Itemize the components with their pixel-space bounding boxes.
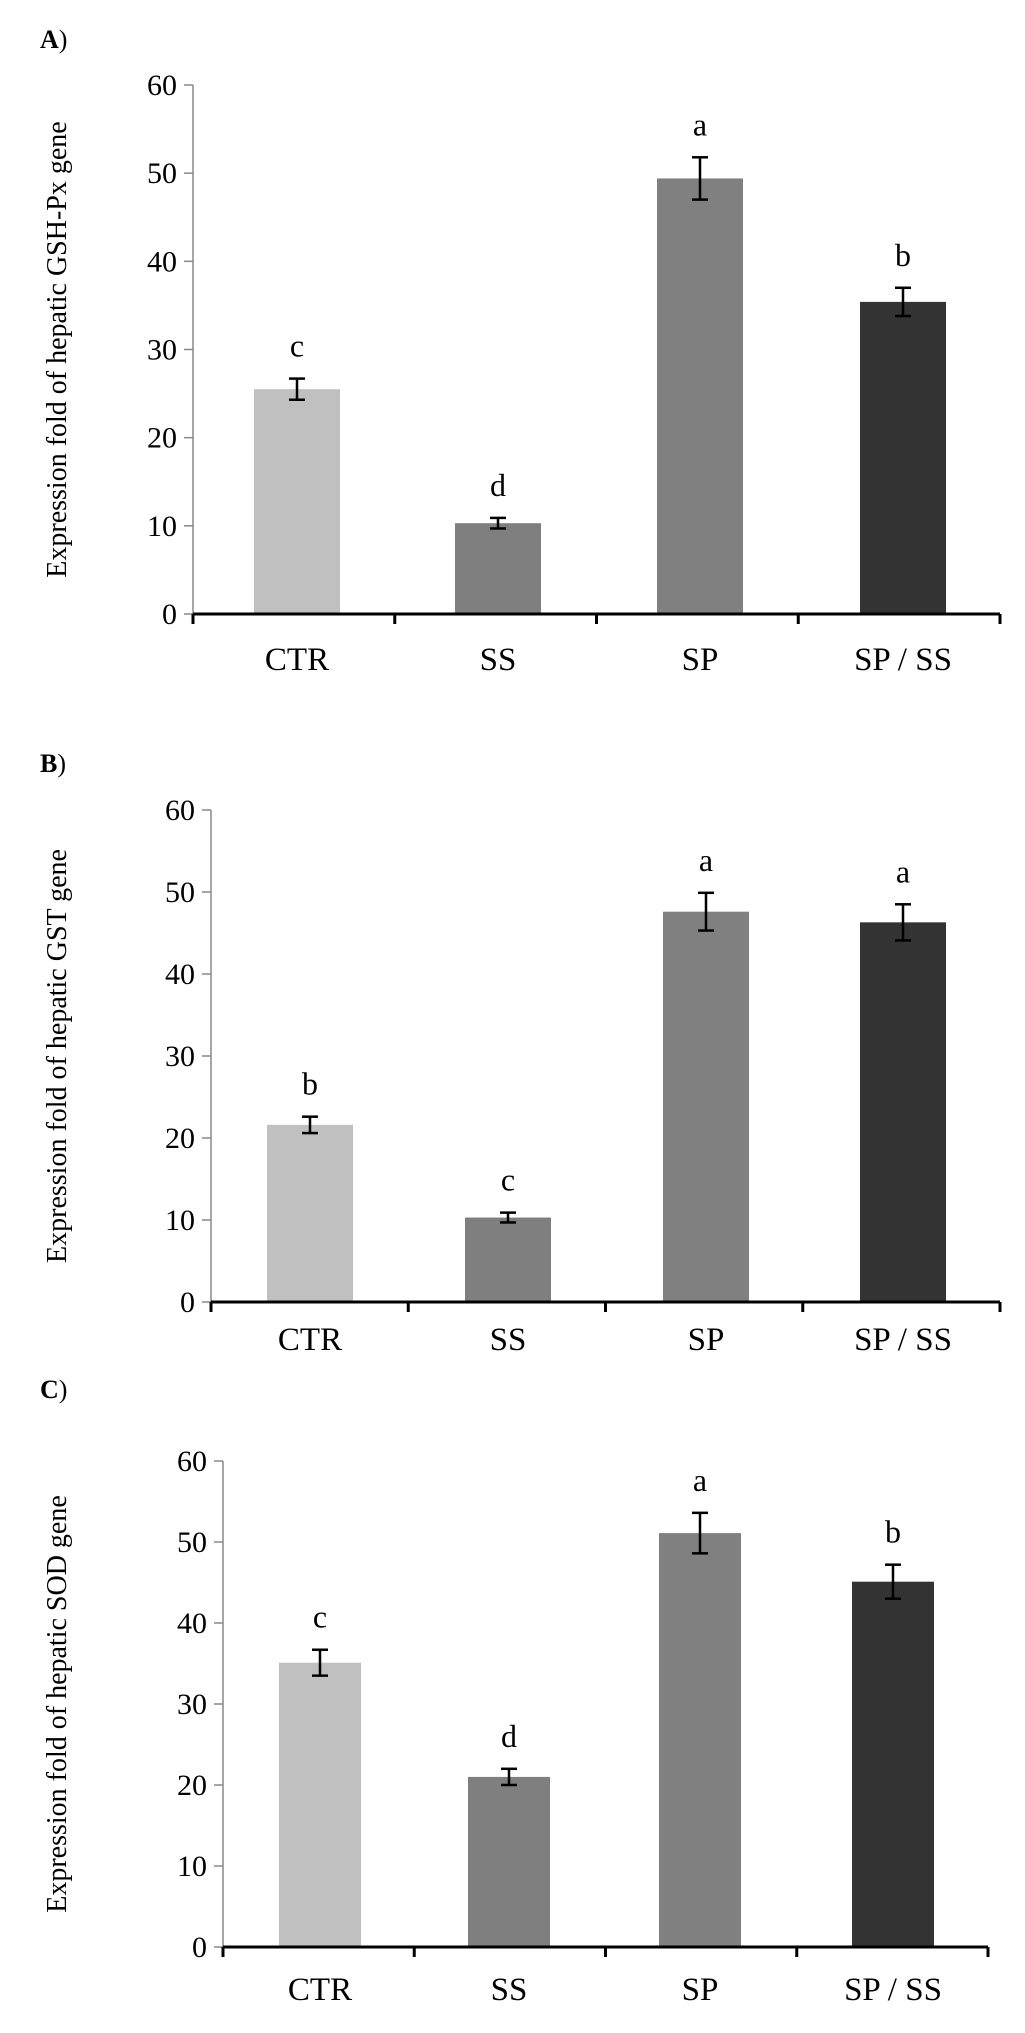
bar-ctr — [279, 1662, 361, 1947]
panel-label: C) — [40, 1375, 67, 1404]
bar-ss — [455, 523, 541, 614]
category-label: SS — [490, 1322, 527, 1358]
panel-letter: C — [40, 1375, 59, 1404]
y-tick-label: 60 — [177, 1445, 207, 1478]
significance-letter: a — [896, 853, 910, 889]
y-tick-label: 10 — [165, 1204, 195, 1237]
chart-panel-b: B) Expression fold of hepatic GST gene 0 10… — [40, 749, 1002, 1358]
bar-ss — [465, 1217, 551, 1302]
significance-letter: b — [302, 1066, 318, 1102]
panel-paren: ) — [59, 25, 68, 54]
y-tick-label: 60 — [147, 69, 177, 102]
bar-sp — [659, 1533, 741, 1947]
panel-paren: ) — [59, 1375, 68, 1404]
significance-letter: c — [313, 1599, 327, 1635]
category-label: SP — [688, 1322, 725, 1358]
y-tick-label: 30 — [177, 1688, 207, 1721]
y-tick-label: 0 — [192, 1931, 207, 1964]
y-tick-label: 10 — [177, 1850, 207, 1883]
category-label: SS — [480, 642, 517, 678]
category-label: SP — [682, 1972, 719, 2008]
y-tick-label: 0 — [180, 1286, 195, 1319]
significance-letter: b — [885, 1514, 901, 1550]
panel-letter: A — [40, 25, 59, 54]
y-tick-label: 60 — [165, 794, 195, 827]
significance-letter: a — [693, 1462, 707, 1498]
y-tick-label: 50 — [147, 157, 177, 190]
y-tick-label: 40 — [165, 958, 195, 991]
y-tick-label: 40 — [147, 245, 177, 278]
significance-letter: c — [501, 1162, 515, 1198]
y-tick-label: 40 — [177, 1607, 207, 1640]
significance-letter: c — [290, 328, 304, 364]
category-label: SP / SS — [854, 642, 952, 678]
y-tick-label: 20 — [177, 1769, 207, 1802]
bar-sp — [663, 911, 749, 1302]
y-tick-label: 0 — [162, 598, 177, 631]
bar-sp-ss — [860, 301, 946, 614]
y-axis-title: Expression fold of hepatic GST gene — [42, 849, 73, 1263]
significance-letter: d — [490, 467, 506, 503]
category-label: SP / SS — [844, 1972, 942, 2008]
chart-panel-a: A) Expression fold of hepatic GSH-Px gene… — [40, 25, 1002, 678]
y-tick-label: 50 — [177, 1526, 207, 1559]
significance-letter: d — [501, 1718, 517, 1754]
bar-ctr — [267, 1124, 353, 1302]
bar-ss — [468, 1776, 550, 1947]
panel-paren: ) — [57, 749, 66, 778]
significance-letter: b — [895, 237, 911, 273]
panel-label: B) — [40, 749, 66, 778]
category-label: SS — [491, 1972, 528, 2008]
category-label: CTR — [278, 1322, 342, 1358]
bar-ctr — [254, 389, 340, 614]
significance-letter: a — [699, 842, 713, 878]
y-tick-label: 50 — [165, 876, 195, 909]
y-tick-label: 10 — [147, 510, 177, 543]
y-tick-label: 20 — [147, 422, 177, 455]
y-tick-label: 20 — [165, 1122, 195, 1155]
y-axis-title: Expression fold of hepatic SOD gene — [42, 1495, 73, 1913]
significance-letter: a — [693, 106, 707, 142]
bar-sp — [657, 178, 743, 614]
category-label: CTR — [265, 642, 329, 678]
category-label: CTR — [288, 1972, 352, 2008]
bar-sp-ss — [860, 922, 946, 1302]
category-label: SP — [682, 642, 719, 678]
bar-sp-ss — [852, 1581, 934, 1947]
chart-panel-c: C) Expression fold of hepatic SOD gene 0 10… — [40, 1375, 990, 2008]
panel-letter: B — [40, 749, 57, 778]
y-axis-title: Expression fold of hepatic GSH-Px gene — [42, 121, 73, 577]
category-label: SP / SS — [854, 1322, 952, 1358]
y-tick-label: 30 — [165, 1040, 195, 1073]
y-tick-label: 30 — [147, 334, 177, 367]
panel-label: A) — [40, 25, 67, 54]
